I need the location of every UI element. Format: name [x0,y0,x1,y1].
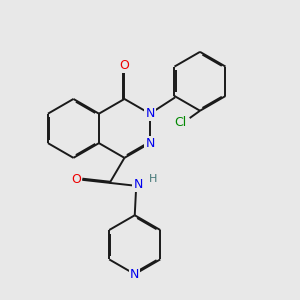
Text: N: N [145,107,154,120]
Text: N: N [134,178,143,191]
Text: O: O [119,58,129,72]
Text: Cl: Cl [174,116,186,128]
Text: N: N [130,268,140,281]
Text: O: O [71,173,81,186]
Text: N: N [145,136,154,150]
Text: H: H [149,174,157,184]
